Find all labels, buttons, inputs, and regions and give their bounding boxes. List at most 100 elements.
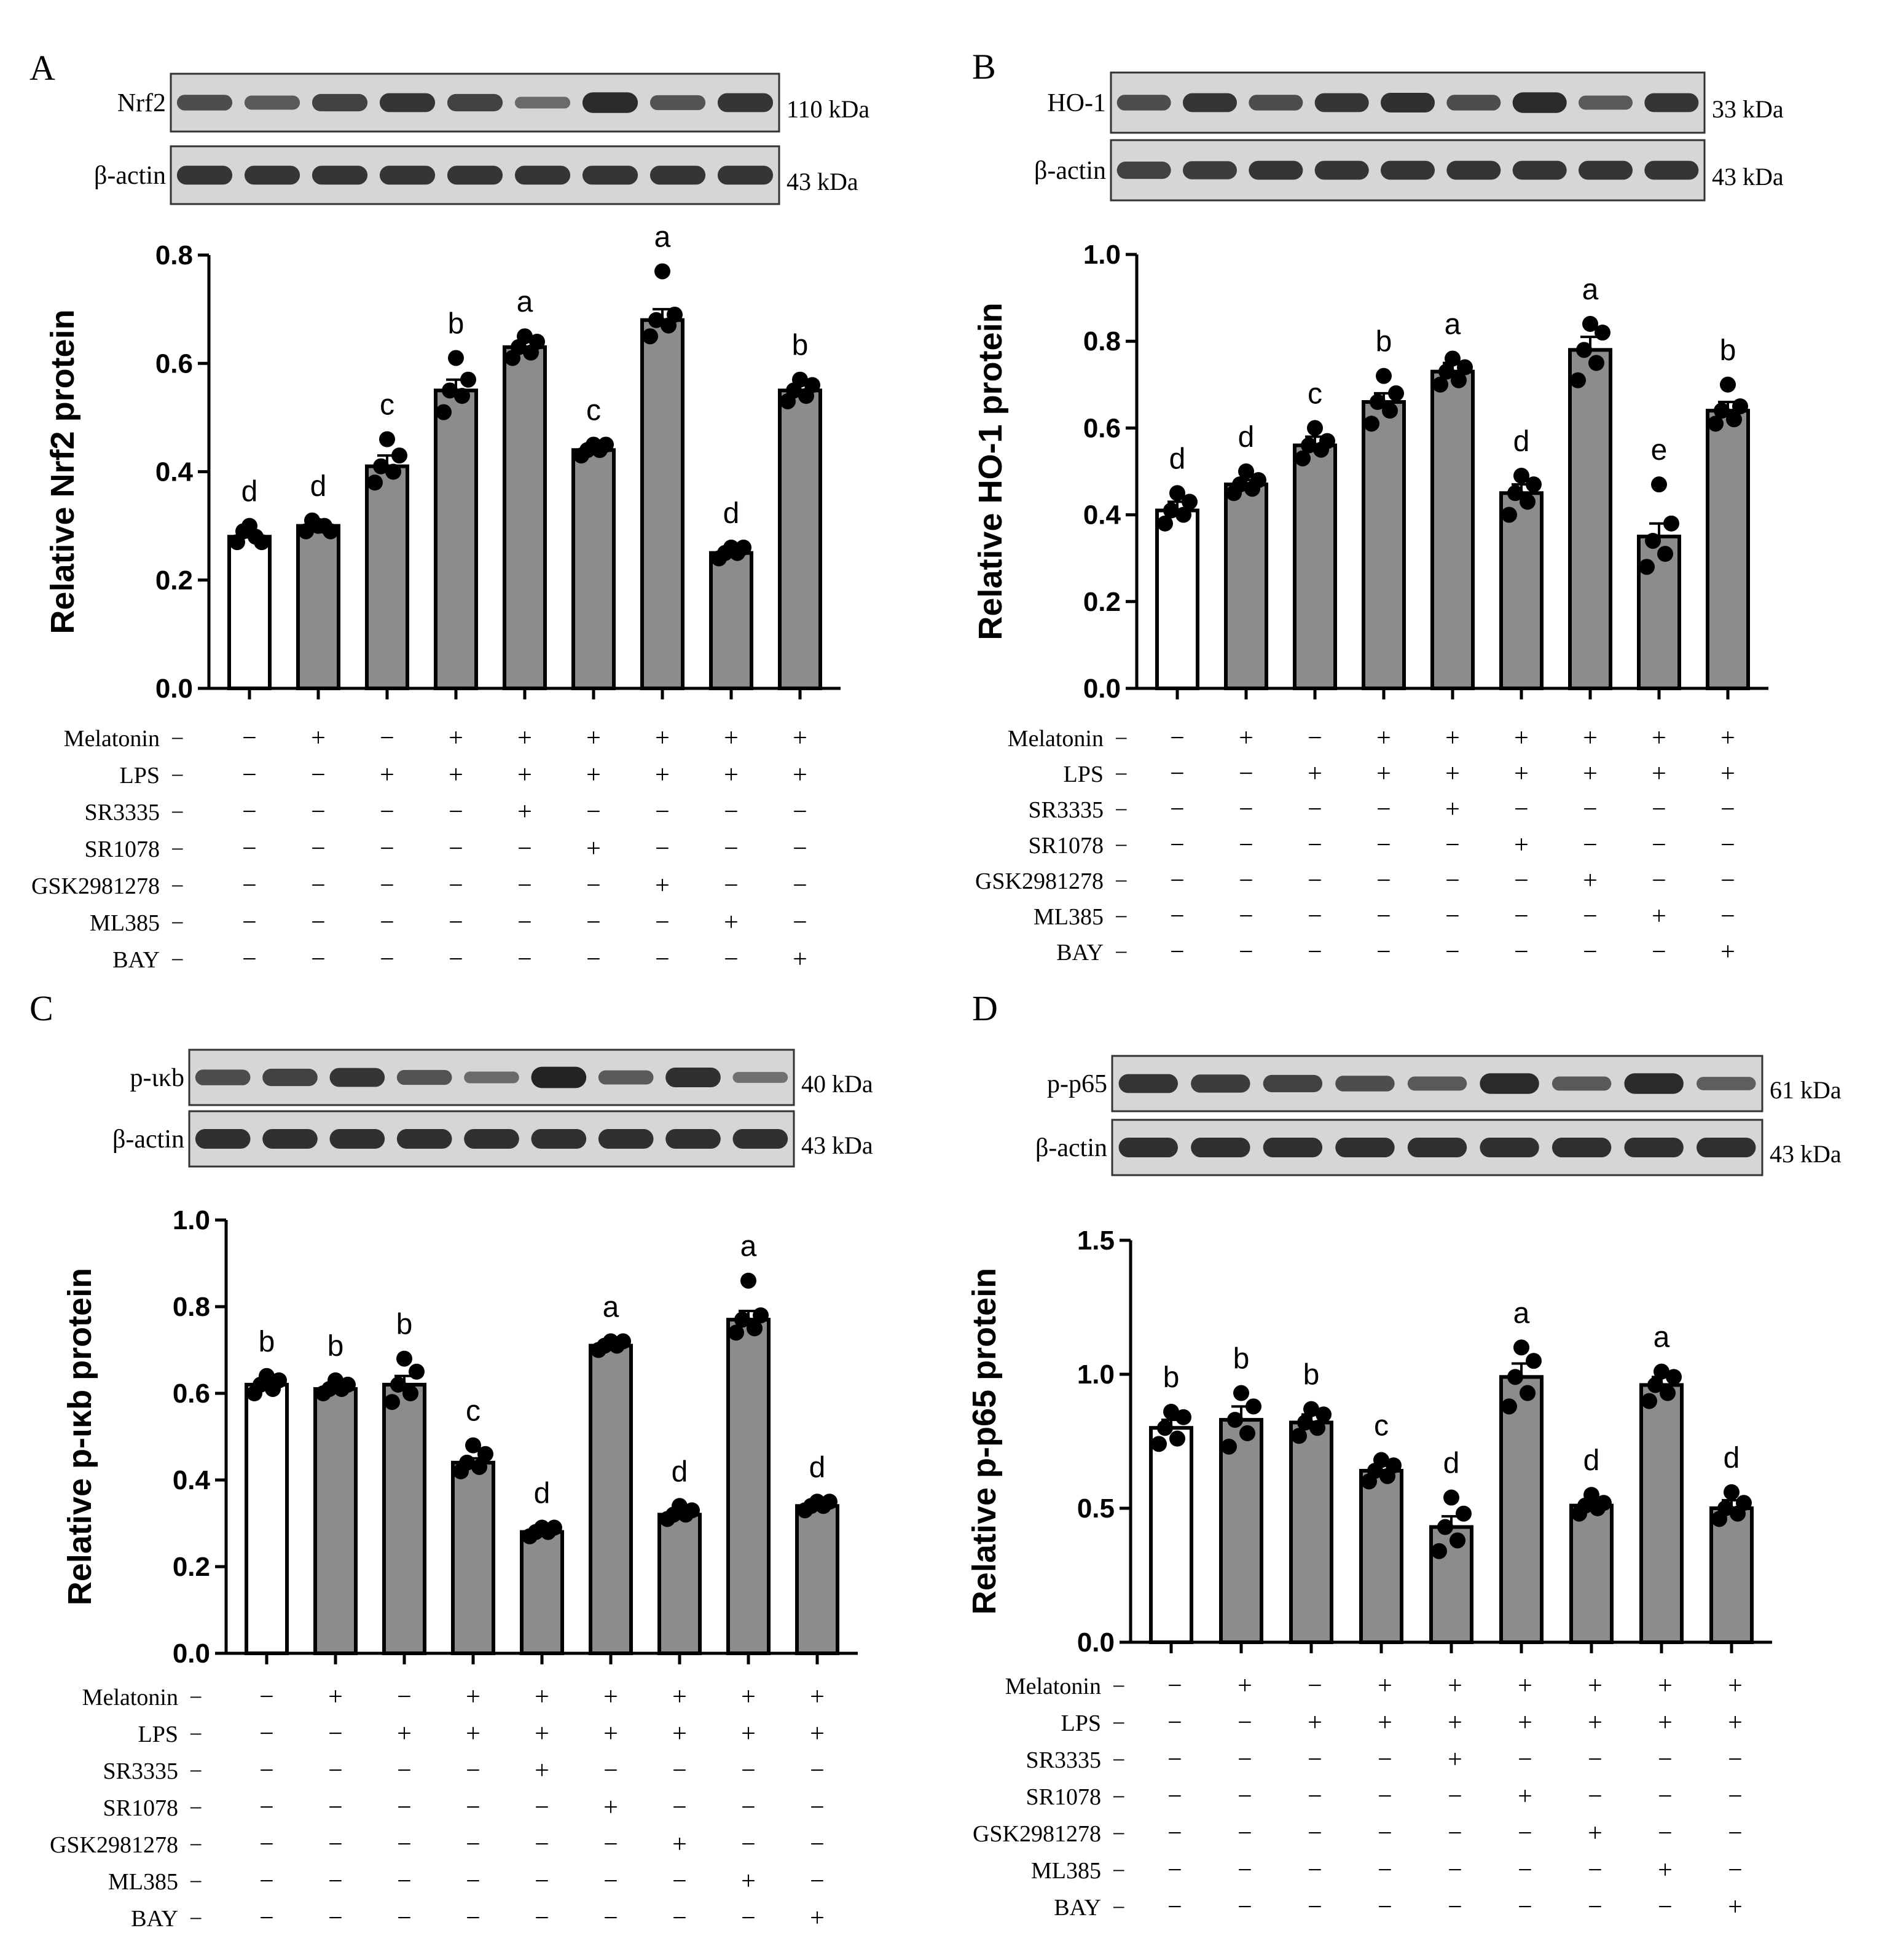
- blot-kda: 43 kDa: [801, 1132, 873, 1159]
- significance-letter: a: [1513, 1297, 1530, 1329]
- treatment-sign: −: [1308, 1746, 1322, 1774]
- treatment-sign: +: [724, 761, 739, 789]
- treatment-sign: −: [449, 798, 463, 826]
- treatment-sign: −: [1448, 1819, 1462, 1848]
- condition-dash: −: [171, 763, 184, 789]
- data-point: [1582, 315, 1598, 332]
- significance-letter: b: [1720, 334, 1736, 367]
- treatment-sign: −: [1238, 1782, 1252, 1811]
- blot-band: [262, 1128, 318, 1149]
- blot-kda: 43 kDa: [787, 168, 858, 195]
- panel-b: HO-1 33 kDa β-actin 43 kDa 0.0 0.2 0.4 0.6 0.8 1.…: [972, 71, 1784, 966]
- bar: [1289, 1420, 1333, 1644]
- data-point: [396, 1350, 412, 1367]
- treatment-sign: −: [1514, 867, 1529, 895]
- blot-band: [1446, 160, 1501, 180]
- treatment-sign: −: [259, 1867, 274, 1895]
- treatment-sign: −: [1308, 938, 1322, 966]
- treatment-sign: −: [1167, 1672, 1182, 1700]
- blot-label: HO-1: [1047, 89, 1106, 117]
- bar-group: b: [382, 1309, 426, 1655]
- blot-label: β-actin: [94, 162, 166, 190]
- condition-label: Melatonin: [1008, 726, 1104, 752]
- significance-letter: d: [534, 1478, 551, 1510]
- bar: [227, 535, 272, 690]
- significance-letter: a: [603, 1291, 619, 1323]
- data-point: [1386, 1457, 1402, 1474]
- treatment-sign: −: [1170, 902, 1185, 931]
- treatment-sign: −: [603, 1757, 618, 1785]
- data-point: [1726, 411, 1742, 428]
- treatment-sign: +: [1583, 724, 1598, 752]
- condition-dash: −: [171, 910, 184, 936]
- treatment-sign: −: [810, 1830, 825, 1859]
- treatment-sign: −: [1170, 867, 1185, 895]
- treatment-sign: +: [603, 1720, 618, 1748]
- data-point: [1717, 1500, 1733, 1516]
- data-point: [1301, 437, 1317, 454]
- condition-label: ML385: [1031, 1858, 1101, 1884]
- bar-group: a: [1430, 308, 1475, 690]
- data-point: [390, 1376, 406, 1393]
- bar: [313, 1387, 358, 1655]
- data-point: [529, 334, 545, 350]
- treatment-sign: −: [1308, 795, 1322, 824]
- data-point: [1303, 1401, 1319, 1417]
- blot-band: [582, 165, 638, 185]
- blot-band: [1644, 160, 1699, 180]
- bar-group: b: [313, 1330, 358, 1655]
- blot-band: [732, 1128, 788, 1149]
- treatment-sign: +: [449, 724, 463, 752]
- treatment-sign: +: [1652, 902, 1666, 931]
- data-point: [1520, 494, 1536, 510]
- treatment-sign: −: [655, 798, 670, 826]
- data-point: [254, 534, 270, 551]
- condition-label: SR3335: [1029, 797, 1104, 823]
- condition-label: BAY: [112, 947, 160, 973]
- treatment-sign: −: [1239, 831, 1253, 859]
- blot-band: [732, 1072, 788, 1083]
- bar: [1224, 482, 1268, 690]
- data-point: [740, 1272, 756, 1289]
- condition-dash: −: [1112, 1895, 1125, 1921]
- y-tick-label: 0.8: [1083, 326, 1121, 356]
- data-point: [323, 523, 339, 540]
- y-tick-label: 0.6: [173, 1379, 210, 1409]
- treatment-sign: −: [1308, 1672, 1322, 1700]
- treatment-sign: −: [517, 872, 532, 900]
- bar-group: b: [434, 307, 478, 690]
- y-tick-label: 1.5: [1077, 1226, 1115, 1256]
- data-point: [598, 436, 614, 453]
- blot-band: [1118, 1074, 1178, 1093]
- bar: [1219, 1418, 1263, 1645]
- y-tick-label: 0.0: [155, 674, 193, 704]
- treatment-sign: −: [311, 835, 326, 863]
- blot-band: [1552, 1076, 1612, 1091]
- data-point: [792, 371, 808, 388]
- treatment-sign: +: [311, 724, 326, 752]
- treatment-sign: −: [1170, 831, 1185, 859]
- blot-band: [1578, 160, 1633, 180]
- data-point: [1457, 359, 1473, 376]
- bar: [795, 1504, 839, 1656]
- treatment-sign: −: [380, 872, 394, 900]
- data-point: [1431, 1543, 1447, 1559]
- condition-dash: −: [189, 1906, 202, 1932]
- data-point: [1157, 515, 1173, 532]
- treatment-sign: −: [517, 945, 532, 974]
- data-point: [1246, 1398, 1261, 1415]
- condition-label: SR3335: [85, 800, 160, 825]
- blot-label: Nrf2: [117, 89, 166, 117]
- condition-label: LPS: [1061, 1710, 1101, 1736]
- treatment-sign: −: [259, 1793, 274, 1822]
- treatment-sign: −: [1308, 1893, 1322, 1921]
- bar-group: d: [520, 1478, 564, 1656]
- data-point: [1513, 1339, 1529, 1356]
- data-point: [1639, 559, 1655, 575]
- treatment-sign: −: [586, 908, 601, 937]
- data-point: [328, 1372, 343, 1388]
- bar-group: a: [1639, 1321, 1684, 1644]
- blot-band: [312, 165, 368, 185]
- data-point: [1450, 1532, 1465, 1549]
